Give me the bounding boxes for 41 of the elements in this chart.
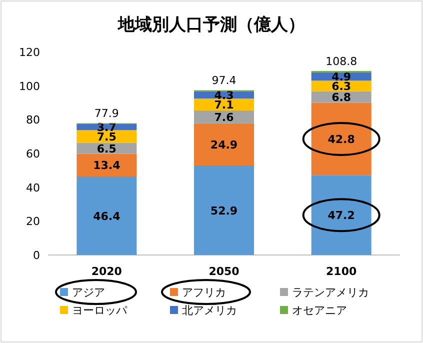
bar [311, 91, 372, 103]
legend-label: ラテンアメリカ [292, 286, 369, 299]
data-label: 13.4 [93, 159, 121, 172]
y-tick-label: 80 [26, 114, 40, 127]
data-label: 7.6 [214, 110, 234, 124]
bar [76, 176, 137, 255]
y-tick-label: 20 [26, 215, 40, 228]
data-label: 47.2 [328, 209, 355, 222]
legend-label: アフリカ [182, 286, 226, 299]
chart-title: 地域別人口予測（億人） [117, 15, 305, 35]
bar [194, 166, 254, 255]
bar [76, 130, 137, 143]
data-label: 7.5 [96, 130, 116, 144]
y-tick-label: 120 [19, 46, 40, 59]
data-label: 52.9 [210, 204, 238, 218]
data-label: 6.8 [332, 91, 352, 104]
y-tick-label: 0 [33, 249, 40, 262]
y-tick-label: 40 [26, 181, 40, 194]
bar [311, 175, 372, 255]
y-tick-label: 100 [19, 80, 40, 93]
bar [194, 110, 254, 124]
data-label: 42.8 [328, 132, 355, 146]
x-tick-label: 2100 [326, 265, 357, 278]
total-label: 97.4 [212, 74, 236, 88]
legend-label: オセアニア [292, 304, 347, 317]
legend-label: ヨーロッパ [72, 304, 128, 317]
bar [194, 123, 254, 166]
data-label: 6.3 [332, 80, 352, 93]
data-label: 24.9 [210, 138, 238, 152]
total-label: 77.9 [94, 107, 119, 120]
legend-label: 北アメリカ [182, 304, 237, 317]
x-tick-label: 2020 [91, 265, 122, 278]
legend-label: アジア [72, 286, 105, 299]
data-label: 46.4 [93, 210, 121, 223]
total-label: 108.8 [326, 54, 358, 68]
bar [76, 154, 137, 177]
data-label: 6.5 [96, 142, 116, 156]
bar [311, 102, 372, 176]
bar [194, 98, 254, 111]
x-tick-label: 2050 [208, 265, 240, 278]
y-tick-label: 60 [26, 148, 40, 160]
